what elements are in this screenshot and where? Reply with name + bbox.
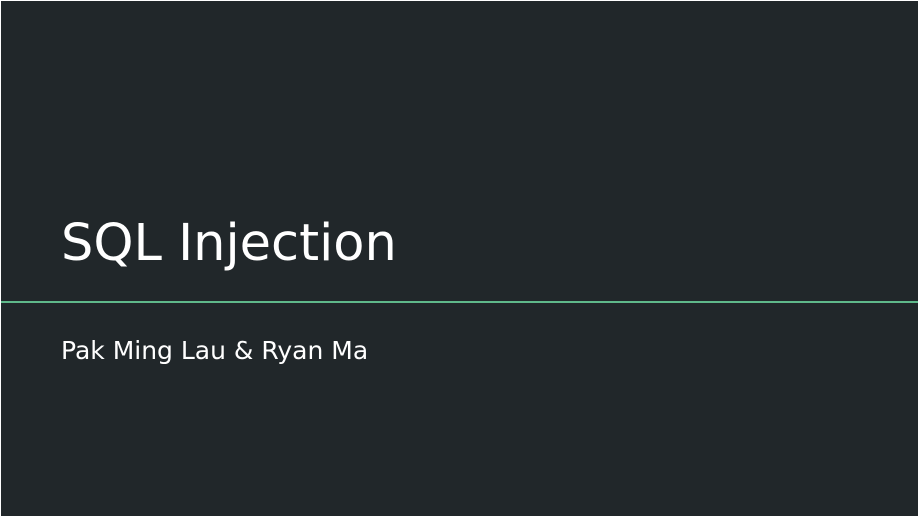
slide-subtitle: Pak Ming Lau & Ryan Ma [61,336,369,365]
title-divider [1,301,918,303]
slide-title: SQL Injection [61,214,397,273]
